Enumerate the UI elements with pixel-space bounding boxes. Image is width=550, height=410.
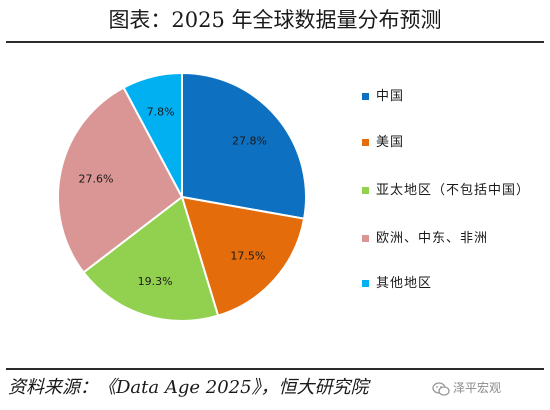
pie-label-apac: 19.3% xyxy=(138,275,173,288)
legend-label-apac: 亚太地区（不包括中国） xyxy=(376,183,531,198)
legend-label-china: 中国 xyxy=(376,89,405,104)
pie-label-other: 7.8% xyxy=(147,106,175,119)
legend-label-usa: 美国 xyxy=(376,135,405,150)
pie-slice-emea xyxy=(57,86,184,274)
wechat-icon xyxy=(432,381,450,396)
watermark: 泽平宏观 xyxy=(432,374,501,402)
pie-slice-usa xyxy=(180,195,306,317)
pie-label-usa: 17.5% xyxy=(230,249,265,262)
source-note: 资料来源：《Data Age 2025》，恒大研究院 xyxy=(8,377,369,398)
pie-slice-other xyxy=(122,71,183,198)
legend-swatch-china xyxy=(362,93,369,100)
legend-swatch-apac xyxy=(362,187,369,194)
pie-label-china: 27.8% xyxy=(232,134,267,147)
watermark-text: 泽平宏观 xyxy=(453,381,502,395)
pie-slice-apac xyxy=(82,195,220,322)
chart-title: 图表：2025 年全球数据量分布预测 xyxy=(108,8,442,32)
bottom-divider xyxy=(6,368,544,370)
pie-label-emea: 27.6% xyxy=(79,172,114,185)
top-divider xyxy=(6,41,544,43)
pie-chart: 27.8% 17.5% 19.3% 27.6% 7.8% xyxy=(57,71,307,322)
legend-label-emea: 欧洲、中东、非洲 xyxy=(376,231,489,246)
pie-slice-china xyxy=(181,71,307,220)
legend-swatch-emea xyxy=(362,235,369,242)
legend-label-other: 其他地区 xyxy=(376,276,433,291)
legend-swatch-other xyxy=(362,280,369,287)
legend-swatch-usa xyxy=(362,139,369,146)
